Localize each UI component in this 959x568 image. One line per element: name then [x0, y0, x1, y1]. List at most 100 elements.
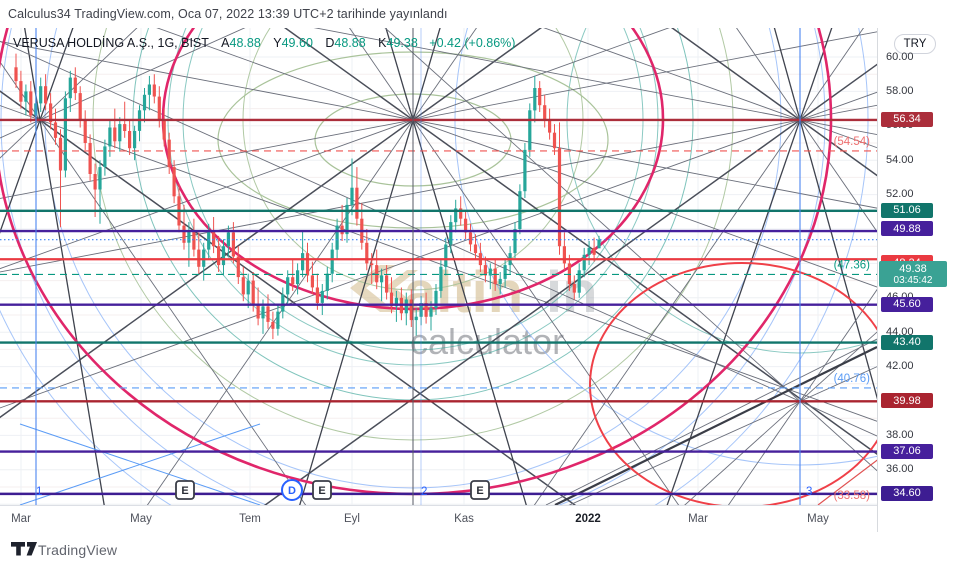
candle-body: [192, 230, 196, 250]
chart-line: [0, 28, 246, 139]
current-price-label[interactable]: 49.38 03:45:42: [879, 261, 947, 287]
candle-body: [528, 110, 532, 150]
time-label-Eyl: Eyl: [344, 513, 360, 525]
chart-line: [666, 28, 833, 505]
time-label-Tem: Tem: [239, 513, 261, 525]
price-level-label[interactable]: 56.34: [881, 111, 933, 127]
time-label-2022: 2022: [575, 513, 601, 525]
candle-body: [375, 265, 379, 283]
candle-body: [498, 278, 502, 285]
chart-line: [349, 28, 680, 505]
marker-E[interactable]: E: [470, 480, 490, 500]
price-level-label[interactable]: 34.60: [881, 485, 933, 501]
candle-body: [305, 253, 310, 276]
candle-body: [241, 277, 245, 295]
candle-body: [335, 225, 339, 250]
candle-body: [14, 67, 18, 82]
high-label: Y: [273, 36, 282, 50]
price-level-label[interactable]: 45.60: [881, 296, 933, 312]
candle-body: [533, 88, 537, 111]
candle-body: [488, 268, 492, 276]
cycle-number[interactable]: 3: [806, 486, 812, 498]
price-tick: 52.00: [886, 188, 914, 201]
candle-body: [39, 86, 43, 104]
candle-body: [429, 308, 433, 317]
open-label: A: [221, 36, 230, 50]
chart-line: [0, 61, 307, 505]
candle-body: [58, 137, 63, 171]
price-level-label[interactable]: 39.98: [881, 393, 933, 409]
marker-E[interactable]: E: [312, 480, 332, 500]
candle-body: [503, 265, 507, 279]
price-level-label[interactable]: 43.40: [881, 334, 933, 350]
candle-body: [365, 242, 369, 264]
change-value: +0.42 (+0.86%): [429, 36, 516, 50]
candle-body: [345, 204, 349, 235]
candle-body: [330, 249, 334, 274]
candle-body: [217, 246, 221, 266]
candle-body: [389, 292, 394, 307]
candle-body: [142, 94, 147, 111]
candle-body: [123, 124, 127, 131]
price-level-label[interactable]: 37.06: [881, 443, 933, 459]
chart-line: [19, 423, 261, 505]
candle-body: [291, 277, 295, 285]
candle-body: [459, 208, 463, 219]
level-label[interactable]: (47.36): [834, 259, 871, 271]
price-level-label[interactable]: 51.06: [881, 202, 933, 218]
candle-body: [434, 290, 438, 309]
candle-body: [444, 244, 448, 267]
candle-body: [355, 187, 359, 219]
time-axis[interactable]: Mar May Tem Eyl Kas 2022 Mar May: [0, 505, 877, 532]
close-value: 49.38: [386, 36, 418, 50]
candle-body: [98, 167, 102, 190]
marker-E[interactable]: E: [175, 480, 195, 500]
candle-body: [118, 124, 122, 142]
tradingview-logo-text[interactable]: TradingView: [38, 542, 118, 558]
candle-body: [172, 167, 176, 197]
chart-plot-area[interactable]: altin in calculator (54.54) (47.36) (40.76)…: [0, 28, 877, 505]
candle-body: [128, 131, 132, 149]
price-tick: 42.00: [886, 360, 914, 373]
cycle-number[interactable]: 1: [36, 486, 42, 498]
candle-body: [464, 218, 468, 233]
candle-body: [543, 105, 547, 121]
candle-body: [562, 246, 566, 264]
candle-body: [261, 306, 265, 319]
candle-body: [552, 132, 557, 149]
cycle-number[interactable]: 2: [421, 486, 427, 498]
chart-line: [24, 28, 105, 505]
chart-line: [156, 28, 877, 288]
candle-body: [182, 225, 186, 243]
svg-text:D: D: [288, 485, 296, 497]
level-label[interactable]: (40.76): [834, 373, 871, 385]
candle-body: [44, 86, 48, 104]
price-tick: 58.00: [886, 84, 914, 97]
candle-body: [473, 244, 478, 254]
price-level-label[interactable]: 49.88: [881, 221, 933, 237]
candle-body: [572, 284, 576, 293]
red-circle[interactable]: [589, 262, 877, 505]
tradingview-logo-icon[interactable]: [10, 541, 38, 557]
chart-line: [736, 28, 877, 233]
price-axis[interactable]: TRY 60.0058.0056.0054.0052.0046.0044.004…: [877, 28, 959, 532]
candle-body: [370, 263, 374, 266]
candle-body: [251, 280, 255, 305]
candle-body: [424, 303, 428, 317]
candle-body: [152, 84, 156, 97]
candle-body: [404, 299, 408, 314]
candle-body: [577, 270, 581, 293]
candle-body: [325, 273, 329, 291]
candle-body: [276, 311, 280, 329]
candle-body: [53, 122, 58, 138]
chart-line: [313, 28, 877, 136]
candle-body: [212, 230, 216, 247]
level-label[interactable]: (54.54): [834, 136, 871, 148]
marker-D[interactable]: D: [281, 479, 303, 501]
level-label[interactable]: (33.58): [834, 490, 871, 502]
symbol-legend[interactable]: VERUSA HOLDİNG A.Ş., 1G, BIST A48.88 Y49…: [13, 36, 515, 50]
chart-line: [0, 31, 877, 199]
candle-body: [266, 306, 270, 322]
currency-toggle-button[interactable]: TRY: [894, 34, 936, 54]
